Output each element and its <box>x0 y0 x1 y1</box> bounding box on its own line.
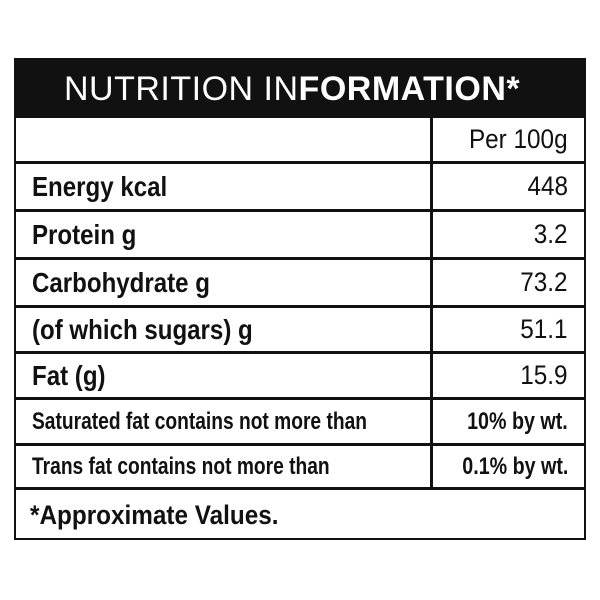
header-title-part1: NUTRITION IN <box>64 69 299 108</box>
table-row-sugars: (of which sugars) g 51.1 <box>16 308 584 354</box>
table-row-saturated-fat: Saturated fat contains not more than 10%… <box>16 400 584 446</box>
header-title-part2: FORMATION* <box>298 69 521 108</box>
column-divider <box>430 118 433 490</box>
row-label: Trans fat contains not more than <box>32 452 330 480</box>
table-row-energy: Energy kcal 448 <box>16 164 584 212</box>
row-value: 448 <box>527 171 568 201</box>
row-value: 0.1% by wt. <box>461 452 568 480</box>
row-label: (of which sugars) g <box>32 313 253 345</box>
row-label: Carbohydrate g <box>32 266 210 298</box>
table-row-fat: Fat (g) 15.9 <box>16 354 584 400</box>
column-header-row: Per 100g <box>16 118 584 164</box>
row-label: Protein g <box>32 218 137 250</box>
column-header-per-100g: Per 100g <box>469 124 568 154</box>
row-value: 73.2 <box>520 267 568 297</box>
table-row-protein: Protein g 3.2 <box>16 212 584 260</box>
table-row-carbohydrate: Carbohydrate g 73.2 <box>16 260 584 308</box>
row-label: Saturated fat contains not more than <box>32 407 367 435</box>
nutrition-information-panel: NUTRITION IN FORMATION* Per 100g Energy k… <box>14 58 586 540</box>
nutrition-header: NUTRITION IN FORMATION* <box>16 60 584 118</box>
row-value: 15.9 <box>520 360 568 390</box>
footnote-approximate-values: *Approximate Values. <box>30 499 279 530</box>
row-value: 3.2 <box>534 219 568 249</box>
row-label: Energy kcal <box>32 170 168 202</box>
row-label: Fat (g) <box>32 359 106 391</box>
row-value: 51.1 <box>520 314 568 344</box>
table-row-trans-fat: Trans fat contains not more than 0.1% by… <box>16 446 584 490</box>
row-value: 10% by wt. <box>467 407 568 435</box>
